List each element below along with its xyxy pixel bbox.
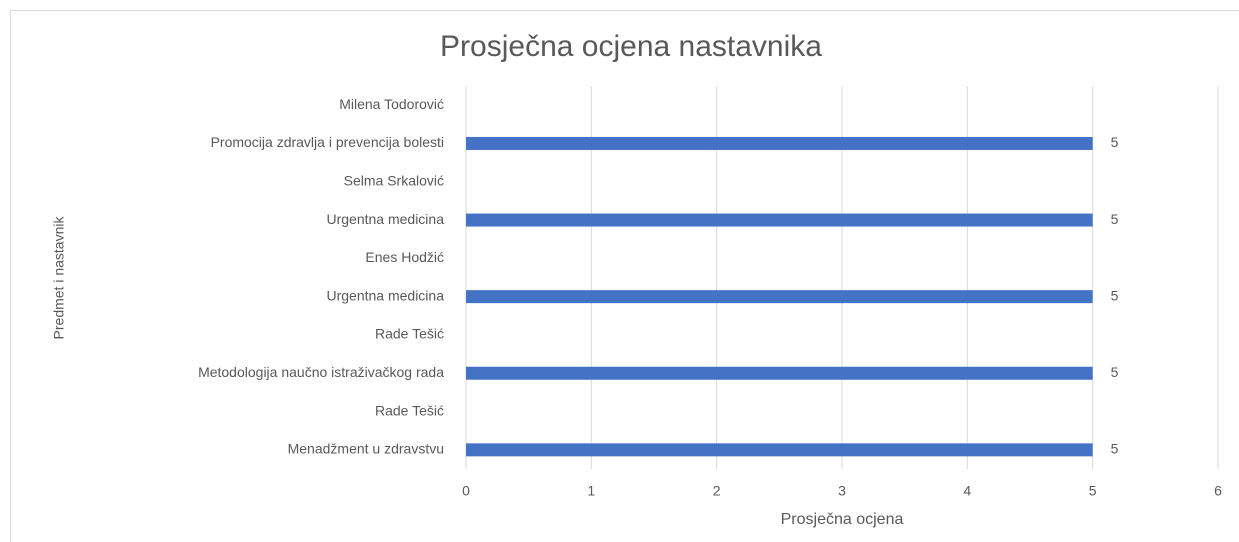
y-axis-title: Predmet i nastavnik: [51, 216, 67, 340]
y-tick-label: Metodologija naučno istraživačkog rada: [198, 364, 444, 380]
bar: [466, 136, 1093, 150]
y-tick-label: Urgentna medicina: [326, 287, 444, 303]
y-tick-label: Promocija zdravlja i prevencija bolesti: [211, 134, 444, 150]
bar: [466, 213, 1093, 227]
y-tick-label: Urgentna medicina: [326, 211, 444, 227]
chart-border: [10, 10, 1239, 542]
y-tick-label: Menadžment u zdravstvu: [288, 441, 444, 457]
y-tick-label: Rade Tešić: [375, 326, 444, 342]
data-label: 5: [1111, 287, 1119, 303]
x-tick-label: 0: [462, 483, 470, 499]
data-label: 5: [1111, 364, 1119, 380]
data-label: 5: [1111, 134, 1119, 150]
bar: [466, 290, 1093, 304]
x-tick-label: 3: [838, 483, 846, 499]
y-tick-label: Milena Todorović: [339, 96, 444, 112]
bar: [466, 366, 1093, 380]
bar: [466, 443, 1093, 457]
data-label: 5: [1111, 441, 1119, 457]
data-label: 5: [1111, 211, 1119, 227]
y-tick-label: Selma Srkalović: [344, 172, 444, 188]
x-tick-label: 6: [1214, 483, 1222, 499]
y-tick-label: Enes Hodžić: [365, 249, 444, 265]
x-tick-label: 4: [963, 483, 971, 499]
y-tick-label: Rade Tešić: [375, 402, 444, 418]
chart-title: Prosječna ocjena nastavnika: [440, 30, 822, 63]
x-tick-label: 5: [1089, 483, 1097, 499]
x-tick-label: 2: [713, 483, 721, 499]
x-axis-title: Prosječna ocjena: [781, 511, 904, 528]
x-tick-label: 1: [587, 483, 595, 499]
